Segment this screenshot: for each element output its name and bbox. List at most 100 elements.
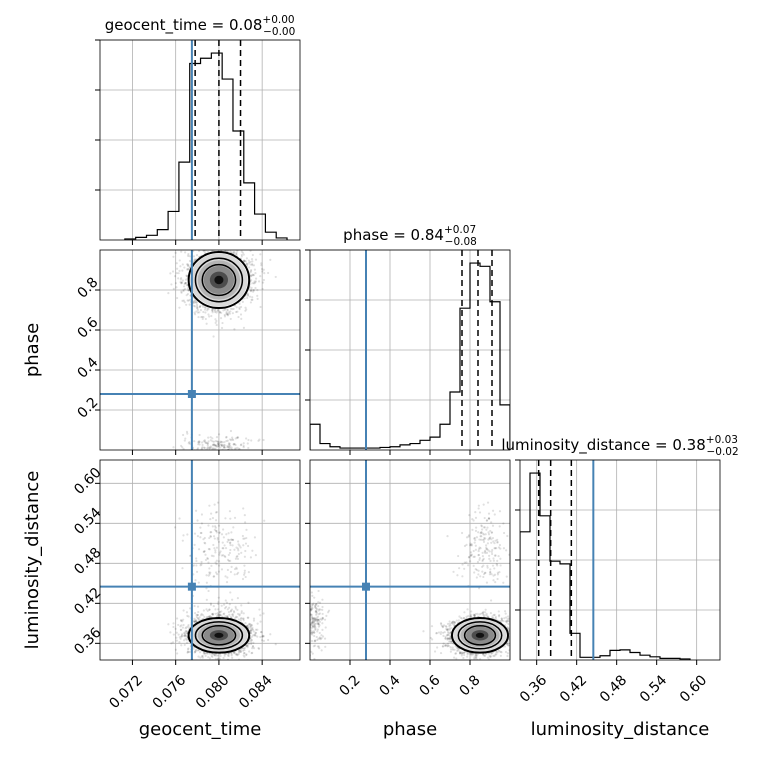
sample-point — [232, 443, 235, 446]
sample-point — [216, 309, 220, 312]
sample-point — [205, 587, 208, 590]
sample-point — [219, 317, 223, 320]
sample-point — [217, 444, 220, 447]
sample-point — [229, 429, 233, 433]
sample-point — [192, 301, 195, 304]
sample-point — [202, 310, 205, 314]
sample-point — [227, 661, 229, 663]
sample-point — [185, 638, 188, 641]
sample-point — [238, 302, 241, 306]
sample-point — [228, 241, 230, 243]
sample-point — [252, 630, 255, 633]
sample-point — [223, 455, 225, 457]
hist-bin — [540, 516, 550, 660]
sample-point — [193, 311, 196, 314]
sample-point — [206, 446, 209, 449]
sample-point — [226, 540, 229, 543]
sample-point — [250, 268, 253, 272]
sample-point — [167, 292, 170, 295]
sample-point — [172, 255, 175, 258]
sample-point — [251, 260, 254, 263]
sample-point — [199, 564, 202, 567]
sample-point — [215, 450, 217, 452]
sample-point — [195, 301, 198, 304]
sample-point — [252, 273, 255, 276]
sample-point — [238, 306, 241, 309]
sample-point — [262, 639, 265, 642]
sample-point — [256, 294, 259, 297]
sample-point — [186, 299, 189, 302]
sample-point — [182, 289, 185, 293]
hist-bin — [440, 424, 450, 450]
sample-point — [236, 250, 239, 252]
sample-point — [244, 521, 247, 524]
sample-point — [198, 311, 201, 314]
sample-point — [236, 608, 239, 611]
sample-point — [249, 301, 252, 304]
sample-point — [184, 251, 187, 254]
sample-point — [184, 634, 188, 638]
title-value: geocent_time = 0.08 — [105, 16, 263, 35]
hist-bars — [124, 40, 288, 240]
sample-point — [229, 450, 231, 452]
sample-point — [211, 311, 214, 314]
sample-point — [226, 444, 229, 447]
sample-point — [252, 274, 255, 277]
sample-point — [226, 608, 229, 611]
sample-point — [198, 651, 202, 654]
sample-point — [222, 528, 225, 531]
sample-point — [180, 628, 183, 631]
sample-point — [193, 543, 196, 546]
sample-point — [249, 274, 252, 277]
sample-point — [245, 243, 247, 245]
sample-point — [206, 444, 209, 447]
sample-point — [179, 619, 183, 622]
sample-point — [224, 547, 228, 550]
sample-point — [184, 281, 187, 285]
sample-point — [228, 551, 232, 555]
sample-point — [187, 252, 190, 256]
sample-point — [226, 456, 228, 458]
sample-point — [251, 651, 254, 655]
sample-point — [181, 446, 184, 449]
sample-point — [214, 321, 217, 324]
sample-point — [240, 245, 242, 247]
sample-point — [247, 259, 250, 262]
sample-point — [222, 443, 225, 446]
sample-point — [195, 305, 199, 308]
sample-point — [188, 255, 191, 258]
sample-point — [228, 539, 231, 542]
sample-point — [223, 660, 225, 662]
sample-point — [245, 263, 248, 266]
sample-point — [252, 289, 256, 292]
sample-point — [206, 250, 209, 253]
sample-point — [253, 536, 257, 539]
sample-point — [222, 446, 226, 449]
sample-point — [206, 451, 208, 453]
sample-point — [196, 307, 199, 310]
hist-bin — [620, 650, 630, 660]
sample-point — [182, 639, 186, 642]
sample-point — [248, 266, 251, 269]
sample-point — [172, 287, 175, 290]
sample-point — [251, 647, 254, 650]
sample-point — [222, 243, 224, 245]
sample-point — [211, 440, 214, 443]
sample-point — [237, 447, 240, 450]
sample-point — [258, 608, 261, 611]
sample-point — [215, 445, 219, 448]
sample-point — [204, 553, 207, 556]
sample-point — [245, 624, 249, 627]
sample-point — [204, 451, 206, 453]
sample-point — [201, 446, 204, 449]
sample-point — [246, 453, 248, 455]
sample-point — [251, 273, 254, 276]
sample-point — [200, 522, 204, 525]
sample-point — [257, 439, 260, 442]
sample-point — [184, 437, 187, 440]
sample-point — [213, 528, 216, 531]
sample-point — [206, 557, 209, 560]
sample-point — [213, 245, 215, 247]
sample-point — [208, 240, 210, 242]
sample-point — [245, 262, 248, 265]
